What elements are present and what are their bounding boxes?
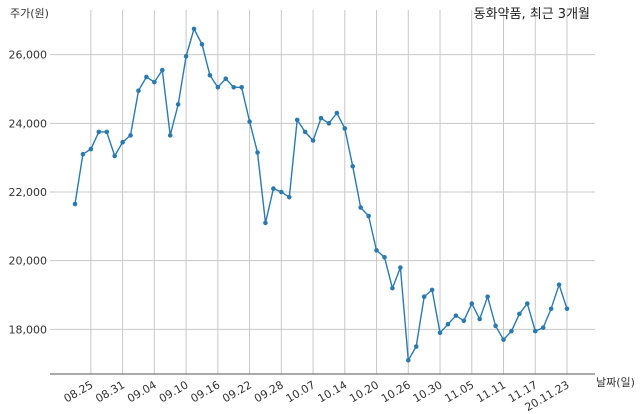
data-point (271, 186, 276, 191)
price-line (74, 27, 568, 363)
price-points (72, 26, 570, 363)
data-point (191, 26, 197, 32)
data-point (318, 115, 324, 121)
data-point (548, 306, 554, 312)
data-point (525, 301, 530, 306)
data-point (445, 321, 451, 327)
data-point (421, 294, 427, 300)
data-point (80, 151, 86, 157)
data-point (167, 133, 173, 138)
x-tick-label: 11.11 (474, 378, 508, 405)
data-point (302, 129, 308, 135)
x-tick-label: 08.25 (62, 378, 96, 405)
data-point (239, 84, 244, 90)
x-tick-label: 09.16 (189, 378, 223, 405)
data-point (112, 153, 117, 159)
data-point (413, 344, 419, 349)
data-point (405, 357, 411, 363)
data-point (159, 67, 165, 73)
y-tick-label: 26,000 (9, 49, 48, 62)
data-point (231, 84, 237, 90)
data-point (469, 301, 475, 306)
data-point (485, 294, 490, 300)
x-tick-label: 10.20 (347, 378, 381, 405)
y-tick-label: 22,000 (9, 186, 48, 199)
data-point (517, 311, 522, 317)
data-point (310, 138, 316, 143)
data-point (493, 323, 498, 329)
data-point (128, 133, 133, 138)
data-point (326, 121, 332, 126)
data-point (104, 129, 110, 135)
y-tick-label: 20,000 (9, 255, 48, 268)
data-point (382, 254, 387, 260)
data-point (247, 119, 252, 124)
y-tick-label: 24,000 (9, 117, 48, 130)
data-point (199, 42, 205, 47)
data-point (175, 102, 181, 107)
data-point (88, 146, 94, 152)
x-tick-label: 09.22 (220, 378, 254, 405)
x-tick-label: 10.14 (316, 378, 350, 405)
data-point (72, 201, 78, 207)
data-point (183, 54, 189, 59)
data-point (136, 88, 141, 93)
x-tick-label: 10.26 (379, 378, 413, 405)
x-tick-label: 09.10 (157, 378, 191, 405)
data-point (390, 285, 395, 291)
x-tick-label: 09.04 (125, 378, 159, 405)
data-point (564, 306, 570, 312)
data-point (437, 330, 443, 336)
data-point (223, 76, 229, 81)
x-tick-label: 11.05 (442, 378, 476, 405)
data-point (429, 287, 435, 293)
data-point (152, 79, 157, 85)
data-point (350, 163, 356, 169)
data-point (334, 110, 340, 116)
data-point (286, 194, 292, 200)
data-point (342, 126, 348, 131)
data-point (255, 150, 260, 155)
data-point (556, 282, 562, 288)
x-tick-label: 09.28 (252, 378, 286, 405)
y-tick-labels: 18,000 20,000 22,000 24,000 26,000 (9, 49, 48, 337)
data-point (374, 248, 379, 253)
data-point (366, 213, 371, 219)
data-point (398, 265, 403, 270)
data-point (540, 325, 546, 330)
chart-title: 동화약품, 최근 3개월 (474, 7, 590, 22)
data-point (294, 117, 300, 123)
data-point (120, 139, 125, 145)
grid-lines (50, 10, 595, 374)
data-point (279, 189, 284, 195)
x-tick-label: 08.31 (93, 378, 127, 405)
x-axis-label: 날짜(일) (596, 375, 635, 389)
data-point (509, 328, 514, 334)
data-point (207, 72, 213, 78)
data-point (263, 220, 268, 226)
data-point (144, 74, 149, 80)
y-axis-label: 주가(원) (10, 7, 49, 20)
x-tick-label: 10.07 (284, 378, 318, 405)
x-tick-label: 10.30 (411, 378, 445, 405)
data-point (532, 328, 538, 334)
data-point (358, 205, 363, 210)
x-tick-labels: 08.2508.3109.0409.1009.1609.2209.2810.07… (62, 378, 572, 414)
data-point (453, 313, 459, 318)
data-point (215, 84, 221, 90)
data-point (461, 318, 467, 324)
data-point (96, 129, 102, 135)
data-point (477, 316, 483, 322)
y-tick-label: 18,000 (9, 323, 48, 336)
data-point (501, 337, 506, 342)
